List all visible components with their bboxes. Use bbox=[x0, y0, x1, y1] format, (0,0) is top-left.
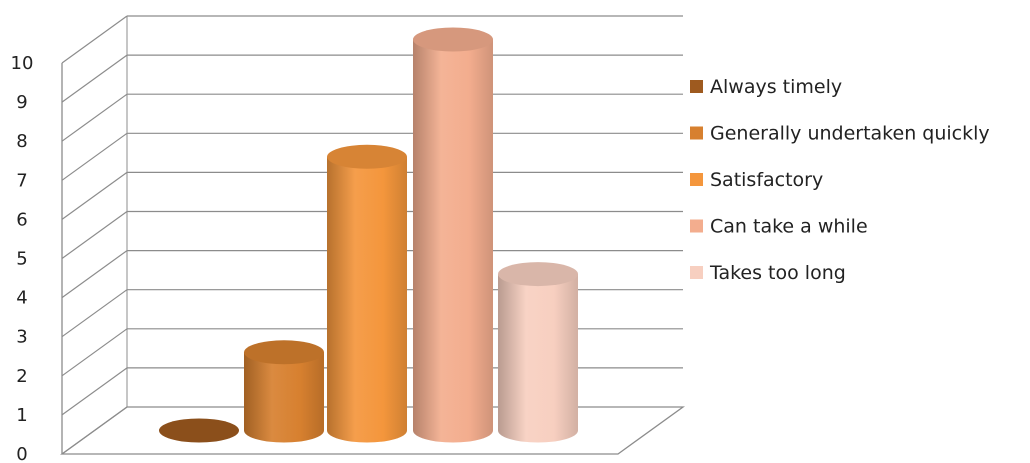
legend-item: Can take a while bbox=[690, 216, 868, 238]
legend-item: Always timely bbox=[690, 76, 842, 98]
y-tick-label: 8 bbox=[16, 131, 27, 152]
bar bbox=[327, 145, 407, 443]
bar bbox=[413, 28, 493, 443]
y-tick-label: 0 bbox=[16, 444, 27, 463]
bar bbox=[159, 419, 239, 443]
legend-label: Always timely bbox=[710, 76, 842, 98]
y-axis-ticks: 0 1 2 3 4 5 6 7 8 9 10 bbox=[11, 53, 34, 463]
legend-swatch bbox=[690, 266, 703, 279]
bars bbox=[159, 28, 578, 443]
legend-label: Can take a while bbox=[710, 216, 868, 238]
legend-label: Takes too long bbox=[709, 262, 846, 284]
bar bbox=[498, 262, 578, 442]
legend-item: Generally undertaken quickly bbox=[690, 123, 990, 145]
legend-swatch bbox=[690, 220, 703, 233]
legend-label: Generally undertaken quickly bbox=[710, 123, 990, 145]
bar-body bbox=[327, 157, 407, 443]
bar-top bbox=[327, 145, 407, 169]
y-tick-label: 3 bbox=[16, 327, 27, 348]
y-tick-label: 10 bbox=[11, 53, 34, 74]
bar-body bbox=[244, 352, 324, 442]
y-tick-label: 9 bbox=[16, 92, 27, 113]
bar-body bbox=[498, 274, 578, 442]
bar-body bbox=[413, 40, 493, 443]
y-tick-label: 4 bbox=[16, 288, 27, 309]
legend-swatch bbox=[690, 80, 703, 93]
legend-item: Satisfactory bbox=[690, 169, 823, 191]
bar-top bbox=[413, 28, 493, 52]
legend-item: Takes too long bbox=[690, 262, 846, 284]
y-tick-label: 5 bbox=[16, 249, 27, 270]
bar-top bbox=[498, 262, 578, 286]
gridline bbox=[62, 16, 683, 63]
bar-top bbox=[244, 340, 324, 364]
y-tick-label: 6 bbox=[16, 209, 27, 230]
legend-swatch bbox=[690, 127, 703, 140]
gridline bbox=[62, 55, 683, 102]
gridline bbox=[62, 94, 683, 141]
bar bbox=[244, 340, 324, 442]
legend-swatch bbox=[690, 173, 703, 186]
gridline bbox=[62, 407, 127, 454]
legend-label: Satisfactory bbox=[710, 169, 823, 191]
y-tick-label: 2 bbox=[16, 366, 27, 387]
legend: Always timely Generally undertaken quickl… bbox=[690, 76, 990, 284]
y-tick-label: 7 bbox=[16, 170, 27, 191]
bar-top bbox=[159, 419, 239, 443]
y-tick-label: 1 bbox=[16, 405, 27, 426]
